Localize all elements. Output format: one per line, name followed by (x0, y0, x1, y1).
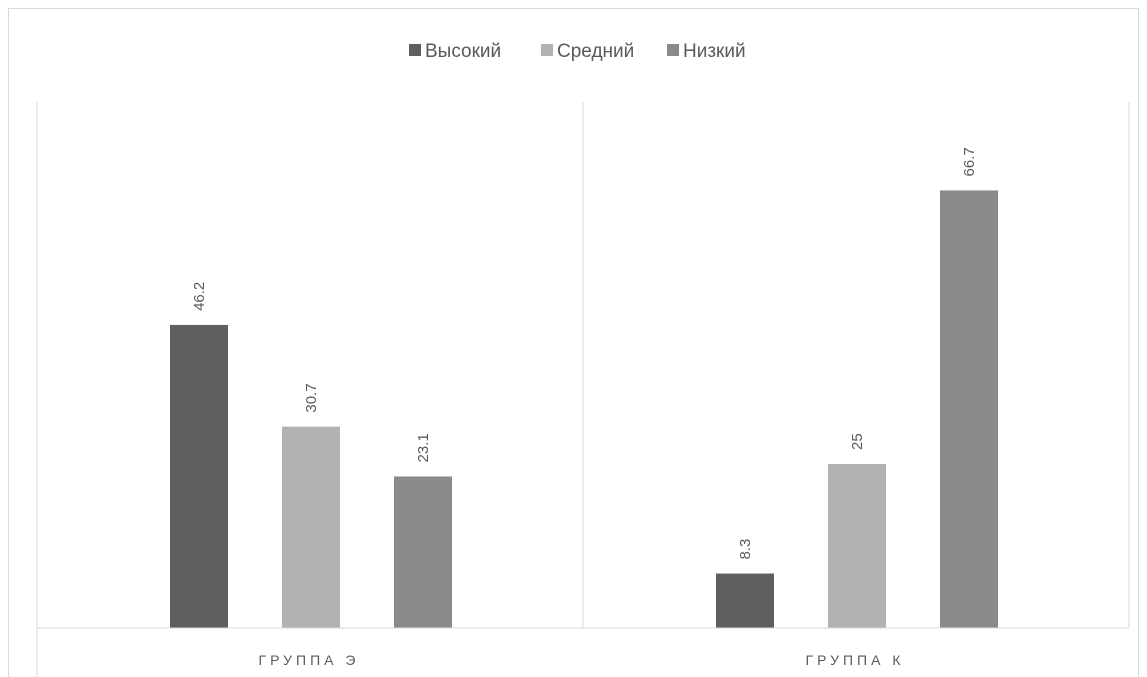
bar-1-3 (394, 476, 452, 628)
bar-1-2 (282, 427, 340, 628)
legend: Высокий Средний Низкий (409, 41, 746, 62)
value-label-1-2: 30.7 (303, 383, 320, 412)
legend-swatch-1 (409, 44, 421, 56)
category-label-1: ГРУППА Э (259, 652, 360, 668)
bar-2-2 (828, 464, 886, 628)
bar-2-1 (716, 574, 774, 628)
value-label-2-2: 25 (849, 433, 866, 450)
value-label-1-3: 23.1 (415, 433, 432, 462)
bar-1-1 (170, 325, 228, 628)
bar-2-3 (940, 190, 998, 628)
category-label-2: ГРУППА К (805, 652, 904, 668)
legend-swatch-3 (667, 44, 679, 56)
legend-label-3: Низкий (683, 41, 746, 62)
value-label-2-1: 8.3 (737, 539, 754, 560)
value-label-2-3: 66.7 (961, 147, 978, 176)
legend-label-2: Средний (557, 41, 634, 62)
value-label-1-1: 46.2 (191, 282, 208, 311)
legend-label-1: Высокий (425, 41, 501, 62)
legend-swatch-2 (541, 44, 553, 56)
